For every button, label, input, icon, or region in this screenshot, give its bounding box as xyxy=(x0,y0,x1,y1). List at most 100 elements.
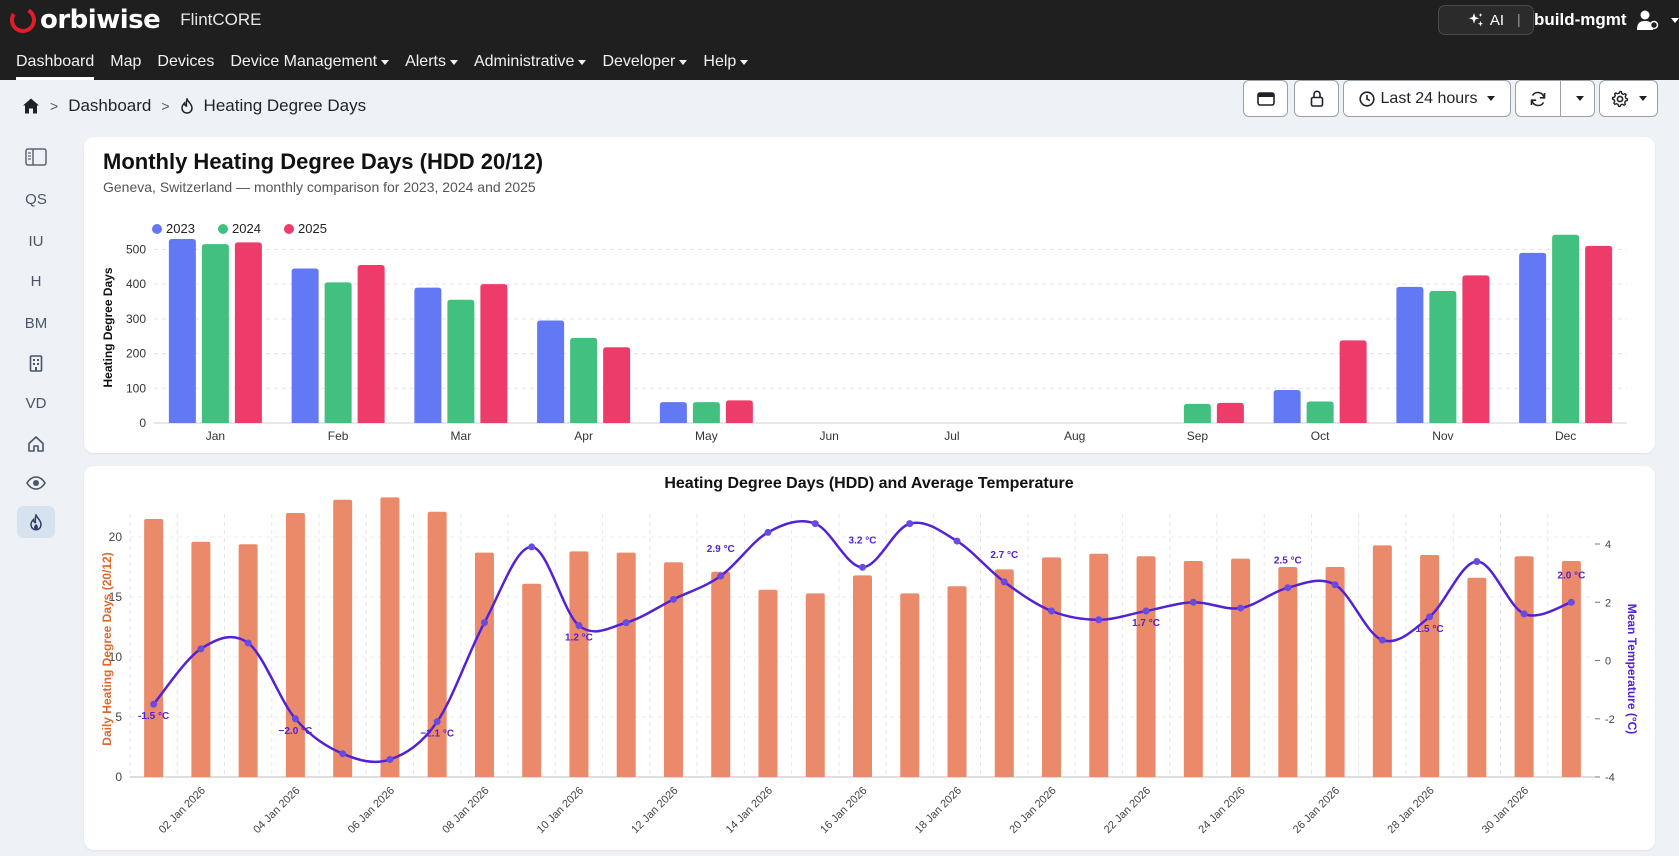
temperature-point[interactable] xyxy=(528,543,536,551)
temperature-point[interactable] xyxy=(1048,607,1056,615)
bar-feb-2024[interactable] xyxy=(324,282,352,423)
hdd-bar[interactable] xyxy=(994,569,1014,777)
temperature-point[interactable] xyxy=(1189,598,1197,606)
temperature-point[interactable] xyxy=(1520,610,1528,618)
bar-dec-2023[interactable] xyxy=(1519,252,1547,423)
hdd-bar[interactable] xyxy=(1467,577,1487,777)
hdd-bar[interactable] xyxy=(1561,561,1581,777)
user-menu[interactable]: build-mgmt xyxy=(1534,8,1679,32)
hdd-bar[interactable] xyxy=(144,519,164,777)
bar-oct-2024[interactable] xyxy=(1306,401,1334,423)
bar-nov-2023[interactable] xyxy=(1396,286,1424,423)
bar-dec-2025[interactable] xyxy=(1585,245,1613,423)
home-icon[interactable] xyxy=(22,97,40,115)
hdd-bar[interactable] xyxy=(947,586,967,777)
hdd-bar[interactable] xyxy=(711,571,731,777)
hdd-bar[interactable] xyxy=(380,497,400,777)
brand[interactable]: orbiwise FlintCORE xyxy=(8,4,261,36)
temperature-point[interactable] xyxy=(339,750,347,758)
hdd-bar[interactable] xyxy=(1372,545,1392,777)
nav-item-dashboard[interactable]: Dashboard xyxy=(0,44,102,80)
temperature-point[interactable] xyxy=(575,622,583,630)
temperature-point[interactable] xyxy=(244,639,252,647)
sidebar-item-eye[interactable] xyxy=(17,467,55,499)
temperature-point[interactable] xyxy=(1378,636,1386,644)
hdd-bar[interactable] xyxy=(333,499,353,777)
sidebar-item-bm[interactable]: BM xyxy=(17,307,55,339)
bar-oct-2023[interactable] xyxy=(1273,390,1301,423)
lock-button[interactable] xyxy=(1294,80,1339,117)
temperature-point[interactable] xyxy=(1331,581,1339,589)
nav-item-developer[interactable]: Developer xyxy=(594,44,695,80)
bar-dec-2024[interactable] xyxy=(1552,234,1580,423)
sidebar-item-building[interactable] xyxy=(17,347,55,379)
bar-mar-2025[interactable] xyxy=(480,284,508,423)
time-range-select[interactable]: Last 24 hours xyxy=(1343,80,1511,117)
hdd-bar[interactable] xyxy=(1089,553,1109,777)
temperature-point[interactable] xyxy=(1142,607,1150,615)
hdd-bar[interactable] xyxy=(1042,557,1062,777)
temperature-point[interactable] xyxy=(480,619,488,627)
hdd-bar[interactable] xyxy=(900,593,920,777)
bar-jan-2023[interactable] xyxy=(168,238,196,423)
sidebar-item-vd[interactable]: VD xyxy=(17,387,55,419)
sidebar-item-iu[interactable]: IU xyxy=(17,225,55,257)
hdd-bar[interactable] xyxy=(1420,555,1440,777)
bar-jan-2024[interactable] xyxy=(201,244,229,423)
bar-may-2024[interactable] xyxy=(692,402,720,423)
bar-feb-2023[interactable] xyxy=(291,268,319,423)
refresh-interval-dropdown[interactable] xyxy=(1560,80,1595,117)
hdd-bar[interactable] xyxy=(1325,567,1345,777)
hdd-bar[interactable] xyxy=(191,541,211,777)
hdd-bar[interactable] xyxy=(1231,558,1251,777)
temperature-point[interactable] xyxy=(433,718,441,726)
bar-apr-2023[interactable] xyxy=(537,320,565,423)
temperature-point[interactable] xyxy=(764,528,772,536)
bar-may-2023[interactable] xyxy=(659,402,687,423)
bar-nov-2025[interactable] xyxy=(1462,275,1490,423)
hdd-bar[interactable] xyxy=(522,583,542,777)
hdd-bar[interactable] xyxy=(427,511,447,777)
temperature-point[interactable] xyxy=(1567,598,1575,606)
bar-apr-2024[interactable] xyxy=(570,337,598,423)
bar-nov-2024[interactable] xyxy=(1429,291,1457,423)
temperature-point[interactable] xyxy=(291,715,299,723)
bar-sep-2025[interactable] xyxy=(1216,402,1244,423)
nav-item-administrative[interactable]: Administrative xyxy=(466,44,594,80)
temperature-point[interactable] xyxy=(717,572,725,580)
nav-item-help[interactable]: Help xyxy=(695,44,756,80)
temperature-point[interactable] xyxy=(906,520,914,528)
temperature-point[interactable] xyxy=(953,537,961,545)
ai-button[interactable]: AI xyxy=(1438,5,1534,35)
bar-oct-2025[interactable] xyxy=(1339,340,1367,423)
temperature-point[interactable] xyxy=(811,520,819,528)
bar-feb-2025[interactable] xyxy=(357,264,385,423)
sidebar-item-qs[interactable]: QS xyxy=(17,183,55,215)
hdd-bar[interactable] xyxy=(1514,556,1534,777)
hdd-bar[interactable] xyxy=(285,513,305,777)
temperature-point[interactable] xyxy=(1237,604,1245,612)
nav-item-device-management[interactable]: Device Management xyxy=(222,44,397,80)
hdd-bar[interactable] xyxy=(853,575,872,777)
temperature-point[interactable] xyxy=(1473,557,1481,565)
hdd-bar[interactable] xyxy=(238,544,258,777)
temperature-point[interactable] xyxy=(622,619,630,627)
breadcrumb-dashboard[interactable]: Dashboard xyxy=(68,96,152,115)
temperature-point[interactable] xyxy=(386,756,394,764)
hdd-bar[interactable] xyxy=(805,593,825,777)
bar-mar-2023[interactable] xyxy=(414,287,442,423)
hdd-bar[interactable] xyxy=(758,589,778,777)
settings-button[interactable] xyxy=(1599,80,1658,117)
temperature-point[interactable] xyxy=(1426,613,1434,621)
sidebar-item-home[interactable] xyxy=(17,428,55,460)
legend-item-2023[interactable]: 2023 xyxy=(152,221,195,236)
temperature-point[interactable] xyxy=(150,700,158,708)
nav-item-alerts[interactable]: Alerts xyxy=(397,44,466,80)
hdd-bar[interactable] xyxy=(474,552,494,777)
hdd-bar[interactable] xyxy=(1183,561,1203,777)
hdd-bar[interactable] xyxy=(616,552,636,777)
bar-jan-2025[interactable] xyxy=(234,242,262,423)
refresh-button[interactable] xyxy=(1515,80,1561,117)
temperature-point[interactable] xyxy=(1284,584,1292,592)
nav-item-map[interactable]: Map xyxy=(102,44,149,80)
